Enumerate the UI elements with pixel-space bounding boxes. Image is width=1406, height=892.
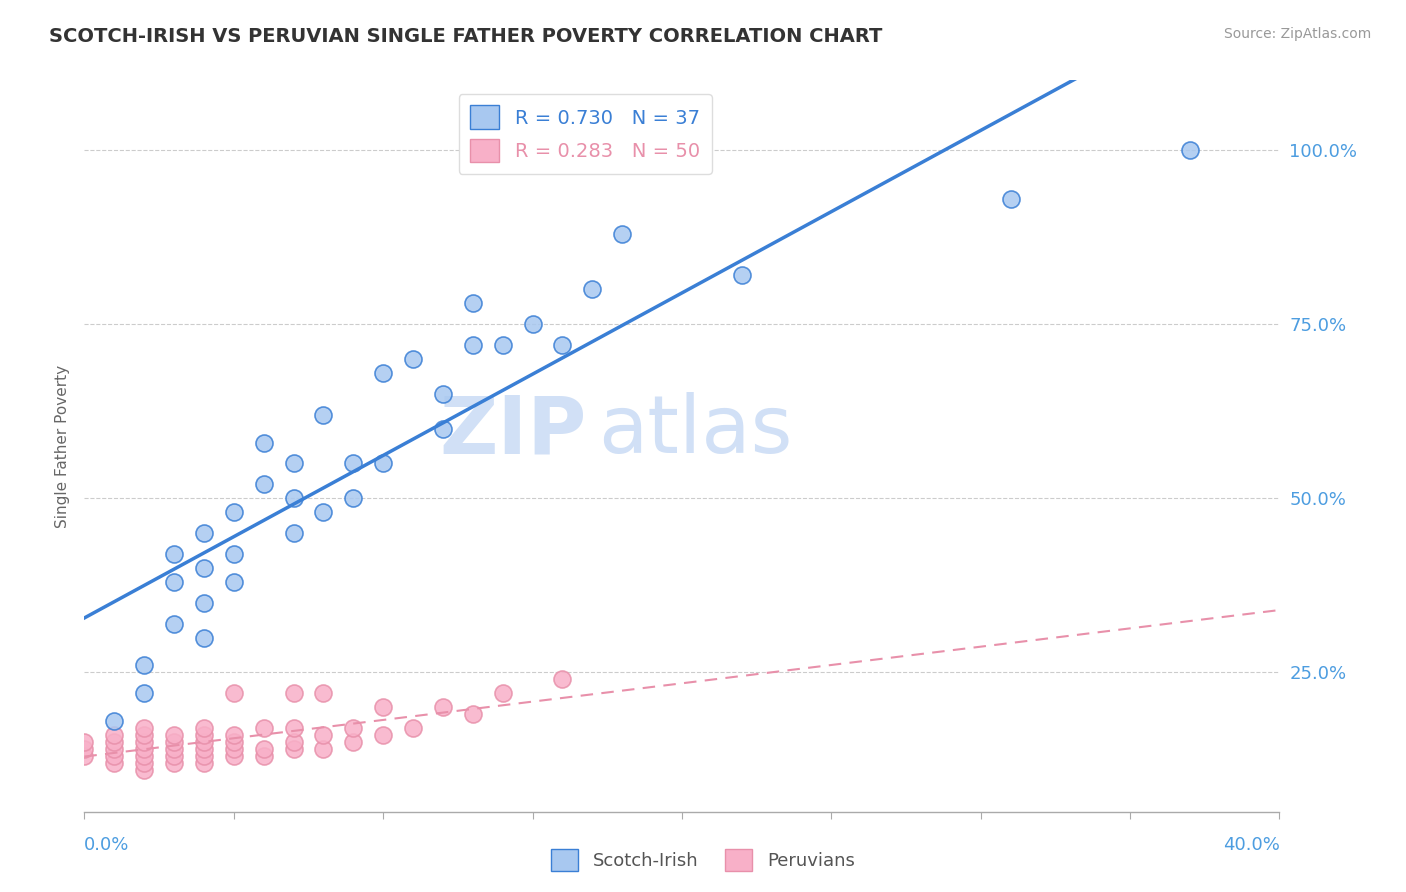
Scotch-Irish (581, 282, 603, 296)
Peruvians (432, 700, 454, 714)
Peruvians (132, 749, 156, 764)
Peruvians (103, 742, 125, 756)
Peruvians (222, 686, 245, 700)
Peruvians (373, 728, 395, 742)
Scotch-Irish (432, 421, 454, 435)
Scotch-Irish (163, 574, 186, 589)
Scotch-Irish (402, 351, 425, 366)
Scotch-Irish (253, 477, 276, 491)
Scotch-Irish (312, 408, 335, 422)
Peruvians (461, 707, 484, 722)
Legend: Scotch-Irish, Peruvians: Scotch-Irish, Peruvians (544, 842, 862, 879)
Scotch-Irish (103, 714, 125, 728)
Peruvians (312, 728, 335, 742)
Peruvians (222, 742, 245, 756)
Scotch-Irish (163, 616, 186, 631)
Scotch-Irish (492, 338, 515, 352)
Scotch-Irish (612, 227, 634, 241)
Text: 40.0%: 40.0% (1223, 836, 1279, 855)
Peruvians (193, 742, 215, 756)
Scotch-Irish (551, 338, 574, 352)
Scotch-Irish (461, 338, 484, 352)
Scotch-Irish (731, 268, 754, 283)
Peruvians (402, 721, 425, 735)
Scotch-Irish (342, 457, 364, 471)
Scotch-Irish (312, 505, 335, 519)
Peruvians (73, 749, 96, 764)
Peruvians (283, 721, 305, 735)
Scotch-Irish (283, 526, 305, 541)
Peruvians (283, 686, 305, 700)
Scotch-Irish (193, 561, 215, 575)
Peruvians (163, 742, 186, 756)
Peruvians (222, 728, 245, 742)
Y-axis label: Single Father Poverty: Single Father Poverty (55, 365, 70, 527)
Peruvians (132, 721, 156, 735)
Scotch-Irish (222, 547, 245, 561)
Peruvians (222, 749, 245, 764)
Scotch-Irish (1178, 143, 1201, 157)
Scotch-Irish (1000, 192, 1022, 206)
Peruvians (551, 673, 574, 687)
Scotch-Irish (132, 686, 156, 700)
Peruvians (163, 749, 186, 764)
Peruvians (253, 721, 276, 735)
Peruvians (163, 735, 186, 749)
Scotch-Irish (373, 366, 395, 380)
Text: 0.0%: 0.0% (84, 836, 129, 855)
Peruvians (253, 749, 276, 764)
Peruvians (312, 686, 335, 700)
Text: ZIP: ZIP (439, 392, 586, 470)
Scotch-Irish (283, 491, 305, 506)
Peruvians (163, 756, 186, 770)
Peruvians (73, 735, 96, 749)
Peruvians (193, 735, 215, 749)
Peruvians (222, 735, 245, 749)
Scotch-Irish (342, 491, 364, 506)
Peruvians (103, 756, 125, 770)
Scotch-Irish (522, 317, 544, 331)
Scotch-Irish (373, 457, 395, 471)
Scotch-Irish (193, 631, 215, 645)
Peruvians (253, 742, 276, 756)
Peruvians (193, 749, 215, 764)
Peruvians (132, 728, 156, 742)
Text: SCOTCH-IRISH VS PERUVIAN SINGLE FATHER POVERTY CORRELATION CHART: SCOTCH-IRISH VS PERUVIAN SINGLE FATHER P… (49, 27, 883, 45)
Peruvians (132, 756, 156, 770)
Peruvians (73, 742, 96, 756)
Peruvians (193, 728, 215, 742)
Scotch-Irish (432, 386, 454, 401)
Peruvians (342, 721, 364, 735)
Peruvians (103, 735, 125, 749)
Peruvians (312, 742, 335, 756)
Peruvians (103, 728, 125, 742)
Peruvians (373, 700, 395, 714)
Scotch-Irish (193, 596, 215, 610)
Scotch-Irish (253, 435, 276, 450)
Peruvians (492, 686, 515, 700)
Scotch-Irish (132, 658, 156, 673)
Scotch-Irish (222, 505, 245, 519)
Scotch-Irish (461, 296, 484, 310)
Scotch-Irish (163, 547, 186, 561)
Peruvians (193, 721, 215, 735)
Scotch-Irish (222, 574, 245, 589)
Legend: R = 0.730   N = 37, R = 0.283   N = 50: R = 0.730 N = 37, R = 0.283 N = 50 (458, 94, 711, 174)
Peruvians (283, 742, 305, 756)
Peruvians (283, 735, 305, 749)
Peruvians (193, 756, 215, 770)
Peruvians (132, 735, 156, 749)
Peruvians (342, 735, 364, 749)
Peruvians (103, 749, 125, 764)
Text: atlas: atlas (599, 392, 793, 470)
Peruvians (163, 728, 186, 742)
Scotch-Irish (283, 457, 305, 471)
Peruvians (132, 742, 156, 756)
Scotch-Irish (193, 526, 215, 541)
Text: Source: ZipAtlas.com: Source: ZipAtlas.com (1223, 27, 1371, 41)
Peruvians (132, 763, 156, 777)
